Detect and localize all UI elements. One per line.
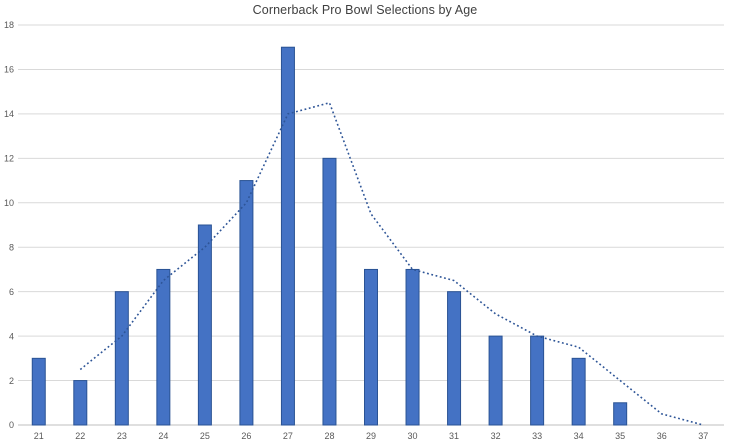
y-axis-tick-label: 14 — [4, 109, 14, 119]
bar-age-26 — [239, 180, 254, 426]
bar-age-34 — [571, 357, 586, 426]
bar-age-29 — [364, 268, 378, 426]
x-axis-tick-label: 29 — [366, 431, 376, 441]
bar-age-33 — [530, 335, 545, 426]
bar-age-22 — [73, 380, 88, 426]
y-axis-tick-label: 10 — [4, 198, 14, 208]
x-axis-tick-label: 37 — [698, 431, 708, 441]
y-axis-tick-label: 12 — [4, 154, 14, 164]
x-axis-tick-label: 33 — [532, 431, 542, 441]
bar-age-35 — [613, 402, 628, 426]
x-axis-tick-label: 25 — [200, 431, 210, 441]
y-axis-tick-label: 16 — [4, 65, 14, 75]
y-axis-tick-label: 0 — [9, 420, 14, 430]
chart-title: Cornerback Pro Bowl Selections by Age — [252, 3, 478, 17]
x-axis-tick-label: 26 — [241, 431, 251, 441]
x-axis-tick-label: 30 — [408, 431, 418, 441]
moving-average-trendline — [79, 101, 704, 426]
bar-age-27 — [280, 46, 295, 426]
bar-age-25 — [197, 224, 212, 426]
bar-age-30 — [405, 268, 420, 426]
bar-age-21 — [31, 357, 46, 426]
x-axis-tick-label: 32 — [491, 431, 501, 441]
y-axis-tick-label: 4 — [9, 331, 14, 341]
x-axis-tick-label: 27 — [283, 431, 293, 441]
x-axis-tick-label: 23 — [117, 431, 127, 441]
bar-age-28 — [322, 157, 337, 426]
bar-age-31 — [447, 291, 462, 426]
x-axis-tick-label: 31 — [449, 431, 459, 441]
x-axis-tick-label: 28 — [324, 431, 334, 441]
y-axis-tick-label: 18 — [4, 20, 14, 30]
x-axis-tick-label: 24 — [158, 431, 168, 441]
bar-age-23 — [114, 291, 129, 426]
x-axis-tick-label: 21 — [34, 431, 44, 441]
x-axis-tick-label: 34 — [574, 431, 584, 441]
y-axis-tick-label: 6 — [9, 287, 14, 297]
x-axis-tick-label: 35 — [615, 431, 625, 441]
bar-age-32 — [488, 335, 503, 426]
bar-age-24 — [156, 268, 171, 426]
x-axis-tick-label: 36 — [657, 431, 667, 441]
y-axis-tick-label: 8 — [9, 242, 14, 252]
y-axis-tick-label: 2 — [9, 376, 14, 386]
x-axis-tick-label: 22 — [75, 431, 85, 441]
